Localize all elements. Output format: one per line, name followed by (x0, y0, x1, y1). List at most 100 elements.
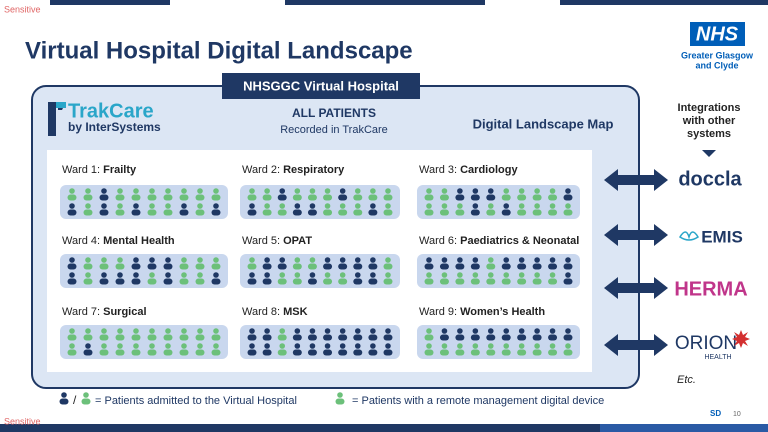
patient-icon-head (197, 343, 203, 349)
patient-icon-body (179, 209, 189, 216)
patient-icon-body (195, 194, 205, 201)
patient-icon-head (165, 343, 171, 349)
patient-icon-body (115, 209, 125, 216)
patient-icon-head (83, 392, 89, 398)
patient-icon-head (264, 328, 270, 334)
patient-icon-head (294, 203, 301, 209)
patient-icon-body (424, 263, 434, 270)
patient-icon-body (277, 263, 287, 270)
system-logo-sub: HEALTH (704, 354, 731, 361)
patient-icon-body (195, 263, 205, 270)
patient-icon-body (383, 194, 393, 201)
patient-icon-head (441, 328, 448, 334)
ward-name: Women’s Health (460, 306, 545, 318)
patient-icon-body (147, 263, 157, 270)
patient-icon-body (501, 334, 511, 341)
patient-icon-body (368, 194, 378, 201)
patient-icon-body (353, 278, 363, 285)
patient-icon-body (307, 349, 317, 356)
patient-icon-head (324, 343, 331, 349)
patient-icon-body (115, 194, 125, 201)
system-logo: ORION (675, 333, 737, 354)
patient-icon-body (338, 349, 348, 356)
patient-icon-body (532, 334, 542, 341)
patient-icon-body (247, 263, 257, 270)
patient-icon-head (69, 257, 75, 263)
patient-icon-head (549, 328, 556, 334)
panel-subheading: Recorded in TrakCare (280, 124, 388, 136)
patient-icon-body (115, 334, 125, 341)
patient-icon-head (213, 272, 219, 278)
patient-icon-body (99, 263, 109, 270)
patient-icon-head (85, 203, 91, 209)
patient-icon-body (517, 334, 527, 341)
ward-name: Surgical (103, 306, 146, 318)
panel-tab (222, 73, 420, 99)
ward-name: Cardiology (460, 164, 518, 176)
patient-icon-head (457, 328, 463, 334)
patient-icon-head (503, 203, 510, 209)
patient-icon-body (532, 263, 542, 270)
patient-icon-head (149, 272, 155, 278)
patient-icon-body (563, 263, 573, 270)
patient-icon-head (133, 188, 139, 194)
slide-title: Virtual Hospital Digital Landscape (25, 37, 413, 64)
patient-icon-body (99, 349, 109, 356)
patient-icon-head (309, 257, 316, 263)
patient-icon-body (501, 263, 511, 270)
patient-icon-head (339, 203, 346, 209)
patient-icon-body (163, 194, 173, 201)
patient-icon-head (472, 188, 479, 194)
patient-icon-body (517, 263, 527, 270)
patient-icon-head (457, 188, 463, 194)
emis-icon (678, 231, 700, 241)
patient-icon-body (83, 209, 93, 216)
patient-icon-head (503, 328, 510, 334)
patient-icon-head (85, 257, 91, 263)
patient-icon-head (472, 203, 479, 209)
patient-icon-head (534, 328, 540, 334)
integration-arrow (604, 169, 668, 191)
patient-icon-head (213, 203, 219, 209)
integrations-heading: Integrations (678, 102, 741, 114)
patient-icon-head (518, 343, 525, 349)
patient-icon-body (563, 278, 573, 285)
org-name: Greater Glasgow (681, 50, 754, 60)
patient-icon-body (307, 194, 317, 201)
patient-icon-body (439, 334, 449, 341)
patient-icon-body (486, 263, 496, 270)
patient-icon-body (501, 194, 511, 201)
patient-icon-body (147, 334, 157, 341)
patient-icon-head (249, 343, 255, 349)
patient-icon-body (83, 349, 93, 356)
patient-icon-head (441, 203, 448, 209)
patient-icon-head (181, 203, 187, 209)
patient-icon-head (534, 257, 540, 263)
patient-icon-body (211, 334, 221, 341)
patient-icon-head (534, 343, 540, 349)
patient-icon-body (83, 334, 93, 341)
ward-label: Ward 6: Paediatrics & Neonatal (419, 235, 579, 247)
patient-icon-body (517, 349, 527, 356)
patient-icon-head (117, 257, 123, 263)
patient-icon-head (249, 272, 255, 278)
patient-icon-body (532, 209, 542, 216)
patient-icon-head (565, 272, 571, 278)
patient-icon-body (247, 278, 257, 285)
patient-icon-head (565, 257, 571, 263)
patient-icon-head (249, 257, 255, 263)
patient-icon-body (455, 278, 465, 285)
patient-icon-body (292, 209, 302, 216)
patient-icon-head (294, 343, 301, 349)
patient-icon-head (213, 188, 219, 194)
patient-icon-head (279, 272, 286, 278)
trakcare-icon (56, 102, 66, 108)
patient-icon-head (197, 203, 203, 209)
patient-icon-body (211, 263, 221, 270)
ward-label: Ward 4: Mental Health (62, 235, 175, 247)
orion-star (732, 330, 750, 348)
patient-icon-head (149, 257, 155, 263)
patient-icon-body (470, 263, 480, 270)
patient-icon-body (83, 194, 93, 201)
patient-icon-head (472, 328, 479, 334)
